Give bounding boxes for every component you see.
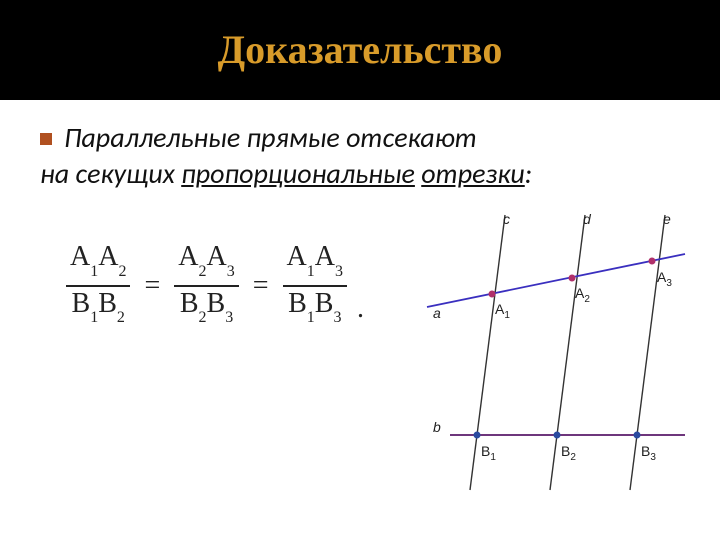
geometry-diagram: a b c d e A1 A2 A3 B1 B2 B3: [395, 210, 695, 510]
label-b3: B3: [641, 443, 656, 463]
sym: B: [315, 288, 334, 319]
proportion-formula: A1A2 B1B2 = A2A3 B2B3 = A1A3 B1B3: [60, 240, 364, 331]
equals-2: =: [245, 270, 277, 302]
point-a1: [489, 291, 496, 298]
label-line-c: c: [503, 211, 510, 227]
sub: 3: [225, 309, 233, 326]
sub: 1: [90, 309, 98, 326]
sym: A: [178, 241, 198, 272]
bullet-row: Параллельные прямые отсекают: [40, 120, 680, 156]
sym: B: [72, 288, 91, 319]
fraction-1: A1A2 B1B2: [66, 240, 130, 331]
point-a3: [649, 258, 656, 265]
formula-period: .: [353, 293, 364, 331]
equals-1: =: [136, 270, 168, 302]
sym: A: [207, 241, 227, 272]
slide: Доказательство Параллельные прямые отсек…: [0, 0, 720, 540]
sub: 2: [118, 263, 126, 280]
body-area: Параллельные прямые отсекают на секущих …: [40, 120, 680, 192]
point-a2: [569, 275, 576, 282]
sub: 2: [199, 309, 207, 326]
bullet-line-2-colon: :: [525, 156, 533, 191]
sub: 3: [227, 263, 235, 280]
label-a3: A3: [657, 269, 672, 289]
label-line-a: a: [433, 305, 441, 321]
slide-title: Доказательство: [218, 27, 503, 73]
sym: A: [98, 241, 118, 272]
sub: 1: [307, 263, 315, 280]
fraction-1-den: B1B2: [68, 287, 129, 332]
fraction-3-num: A1A3: [283, 240, 347, 285]
diagram-svg: a b c d e A1 A2 A3 B1 B2 B3: [395, 210, 695, 510]
bullet-line-2-u2: отрезки: [421, 156, 525, 191]
sub: 2: [199, 263, 207, 280]
sym: B: [288, 288, 307, 319]
sym: A: [70, 241, 90, 272]
sym: A: [287, 241, 307, 272]
label-a2: A2: [575, 285, 590, 305]
sub: 3: [335, 263, 343, 280]
sym: A: [315, 241, 335, 272]
point-b1: [474, 432, 481, 439]
sub: 1: [307, 309, 315, 326]
fraction-2-den: B2B3: [176, 287, 237, 332]
bullet-line-2-a: на секущих: [40, 156, 181, 191]
bullet-line-1: Параллельные прямые отсекают: [64, 120, 477, 156]
label-b2: B2: [561, 443, 576, 463]
label-b1: B1: [481, 443, 496, 463]
label-line-d: d: [583, 211, 592, 227]
sym: B: [207, 288, 226, 319]
sub: 2: [117, 309, 125, 326]
title-band: Доказательство: [0, 0, 720, 100]
bullet-text-block: Параллельные прямые отсекают: [64, 120, 477, 156]
sub: 3: [333, 309, 341, 326]
fraction-3: A1A3 B1B3: [283, 240, 347, 331]
label-line-b: b: [433, 419, 441, 435]
point-b2: [554, 432, 561, 439]
fraction-3-den: B1B3: [284, 287, 345, 332]
bullet-line-2-u: пропорциональные: [181, 156, 415, 191]
fraction-1-num: A1A2: [66, 240, 130, 285]
sym: B: [180, 288, 199, 319]
sub: 1: [90, 263, 98, 280]
line-a: [427, 254, 685, 307]
fraction-2: A2A3 B2B3: [174, 240, 238, 331]
bullet-line-2: на секущих пропорциональные отрезки:: [40, 156, 680, 192]
bullet-marker-icon: [40, 133, 52, 145]
sym: B: [98, 288, 117, 319]
label-line-e: e: [663, 211, 671, 227]
point-b3: [634, 432, 641, 439]
fraction-2-num: A2A3: [174, 240, 238, 285]
label-a1: A1: [495, 301, 510, 321]
